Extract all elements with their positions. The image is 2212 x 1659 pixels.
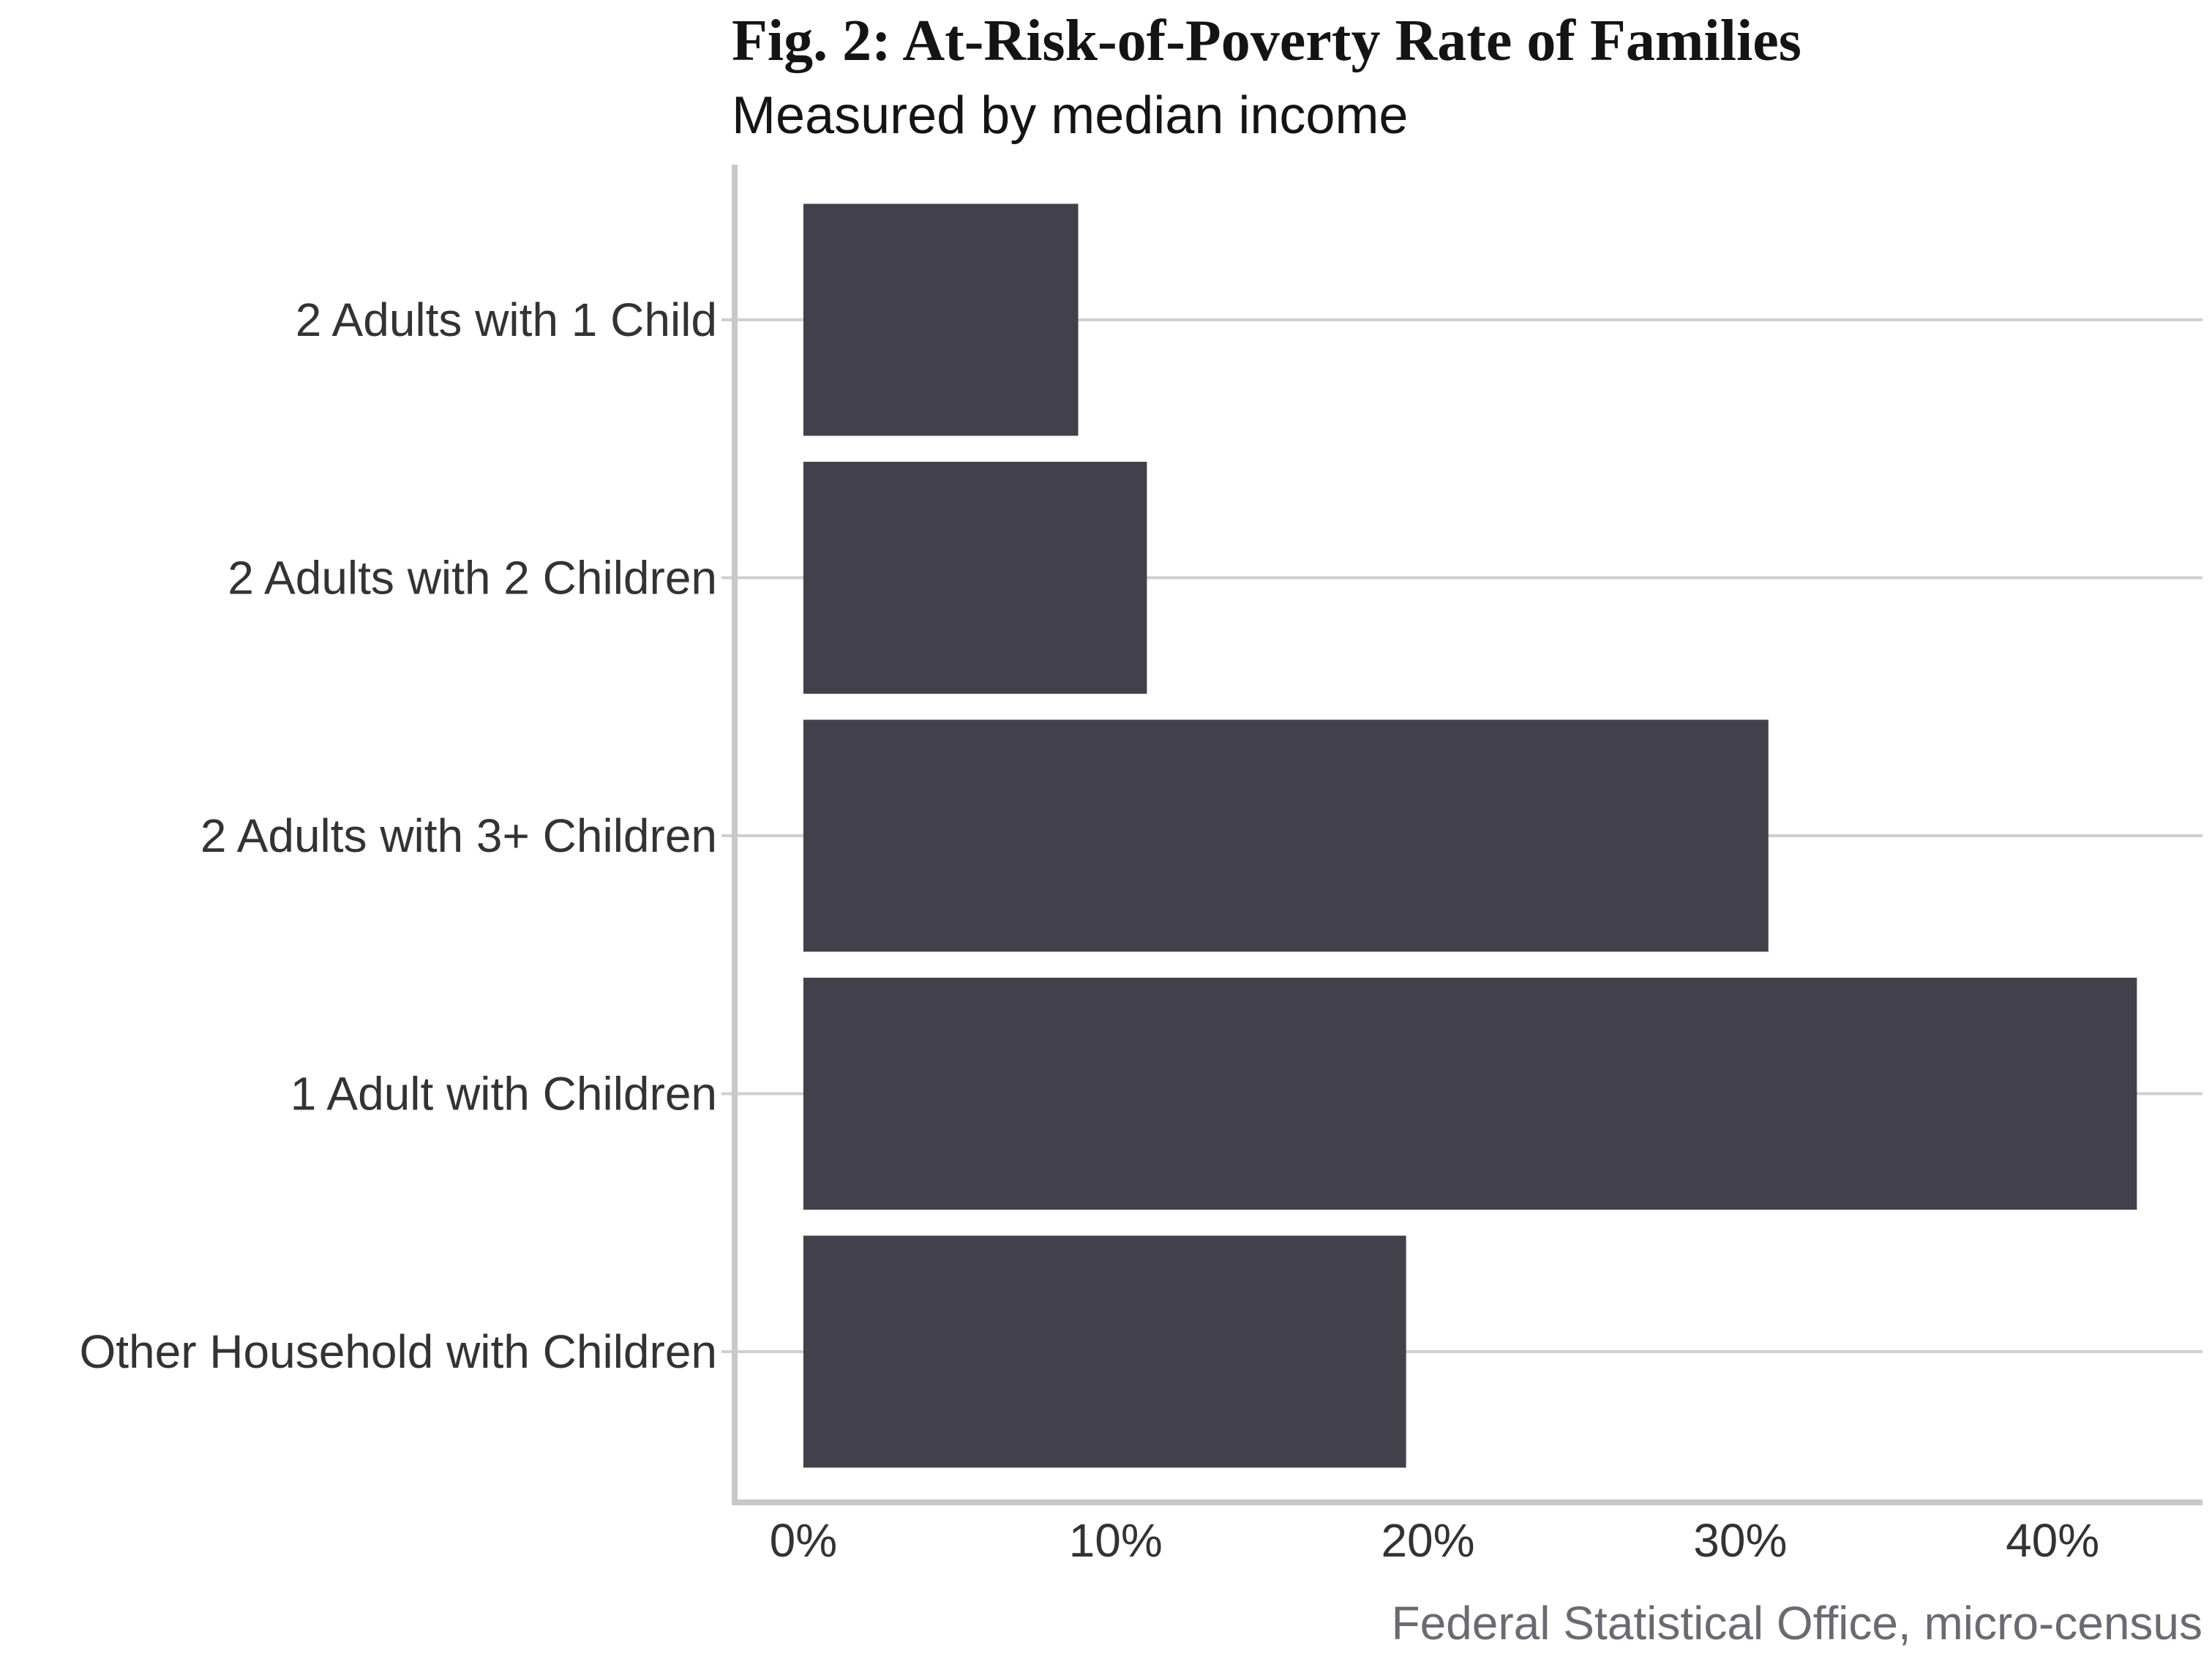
category-label: 2 Adults with 3+ Children (200, 809, 717, 862)
category-labels: 2 Adults with 1 Child 2 Adults with 2 Chi… (79, 293, 717, 1378)
chart-title: Fig. 2: At-Risk-of-Poverty Rate of Famil… (732, 9, 1802, 73)
x-tick-label: 40% (2006, 1514, 2099, 1567)
x-tick-label: 10% (1069, 1514, 1163, 1567)
bar (803, 719, 1769, 952)
bars (803, 203, 2137, 1468)
chart-subtitle: Measured by median income (732, 86, 1408, 145)
x-tick-labels: 0% 10% 20% 30% 40% (770, 1514, 2100, 1567)
bar (803, 203, 1079, 436)
category-label: 2 Adults with 2 Children (228, 552, 717, 604)
bar (803, 462, 1147, 694)
category-label: 1 Adult with Children (290, 1068, 717, 1120)
x-tick-label: 0% (770, 1514, 838, 1567)
category-label: Other Household with Children (79, 1325, 717, 1378)
source-caption: Federal Statistical Office, micro-census (1391, 1597, 2202, 1649)
x-tick-label: 30% (1693, 1514, 1787, 1567)
bar (803, 1235, 1406, 1468)
x-tick-label: 20% (1381, 1514, 1474, 1567)
category-label: 2 Adults with 1 Child (296, 293, 717, 346)
bar (803, 978, 2137, 1210)
